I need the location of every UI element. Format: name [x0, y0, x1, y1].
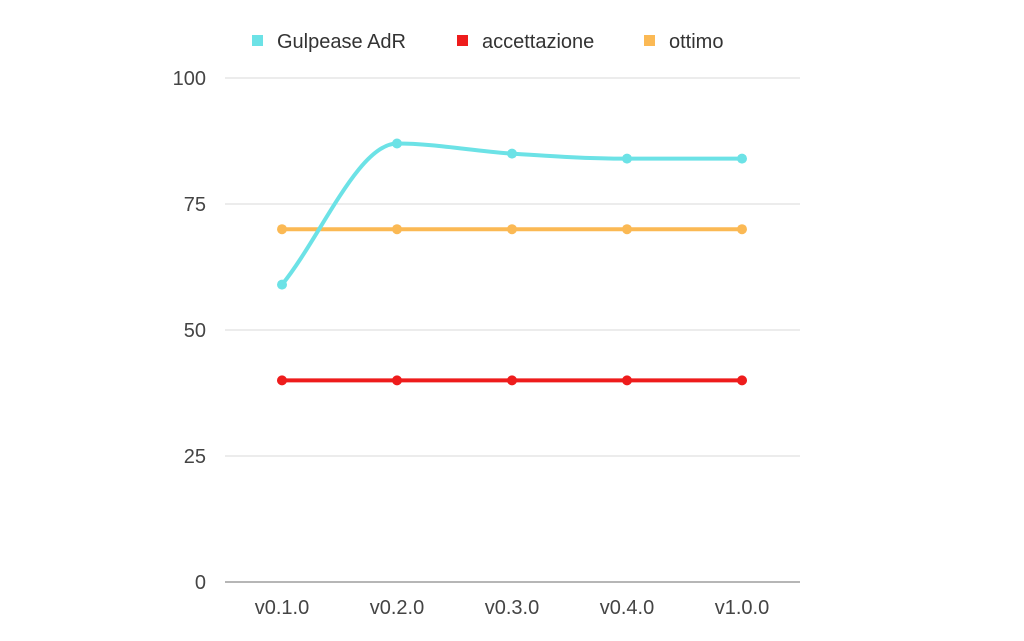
y-tick-label: 75	[184, 194, 206, 216]
data-point-accettazione	[737, 375, 747, 386]
data-point-gulpease-adr	[737, 153, 747, 164]
series-line-gulpease-adr	[280, 141, 744, 287]
data-point-accettazione	[392, 375, 402, 386]
x-tick-label: v0.4.0	[600, 597, 654, 619]
data-point-gulpease-adr	[622, 153, 632, 164]
grid-lines	[225, 77, 800, 583]
y-tick-label: 0	[195, 572, 206, 594]
legend-swatch-accettazione	[457, 35, 468, 46]
legend-label-gulpease-adr: Gulpease AdR	[277, 31, 406, 53]
legend-swatch-gulpease-adr	[252, 35, 263, 46]
data-point-gulpease-adr	[507, 148, 517, 159]
legend-label-ottimo: ottimo	[669, 31, 723, 53]
data-point-gulpease-adr	[277, 279, 287, 290]
data-point-accettazione	[507, 375, 517, 386]
x-tick-label: v0.3.0	[485, 597, 539, 619]
x-tick-label: v0.1.0	[255, 597, 309, 619]
x-axis-ticks: v0.1.0 v0.2.0 v0.3.0 v0.4.0 v1.0.0	[255, 597, 769, 619]
y-tick-label: 50	[184, 320, 206, 342]
y-tick-label: 25	[184, 446, 206, 468]
series-lines	[277, 138, 747, 386]
data-point-ottimo	[392, 224, 402, 235]
data-point-ottimo	[507, 224, 517, 235]
data-point-gulpease-adr	[392, 138, 402, 149]
y-tick-label: 100	[173, 68, 206, 90]
legend: Gulpease AdR accettazione ottimo	[252, 31, 723, 53]
x-tick-label: v0.2.0	[370, 597, 424, 619]
data-point-ottimo	[277, 224, 287, 235]
legend-label-accettazione: accettazione	[482, 31, 594, 53]
x-tick-label: v1.0.0	[715, 597, 769, 619]
y-axis-ticks: 0 25 50 75 100	[173, 68, 206, 594]
data-point-accettazione	[622, 375, 632, 386]
data-point-accettazione	[277, 375, 287, 386]
data-point-ottimo	[622, 224, 632, 235]
data-point-ottimo	[737, 224, 747, 235]
legend-swatch-ottimo	[644, 35, 655, 46]
